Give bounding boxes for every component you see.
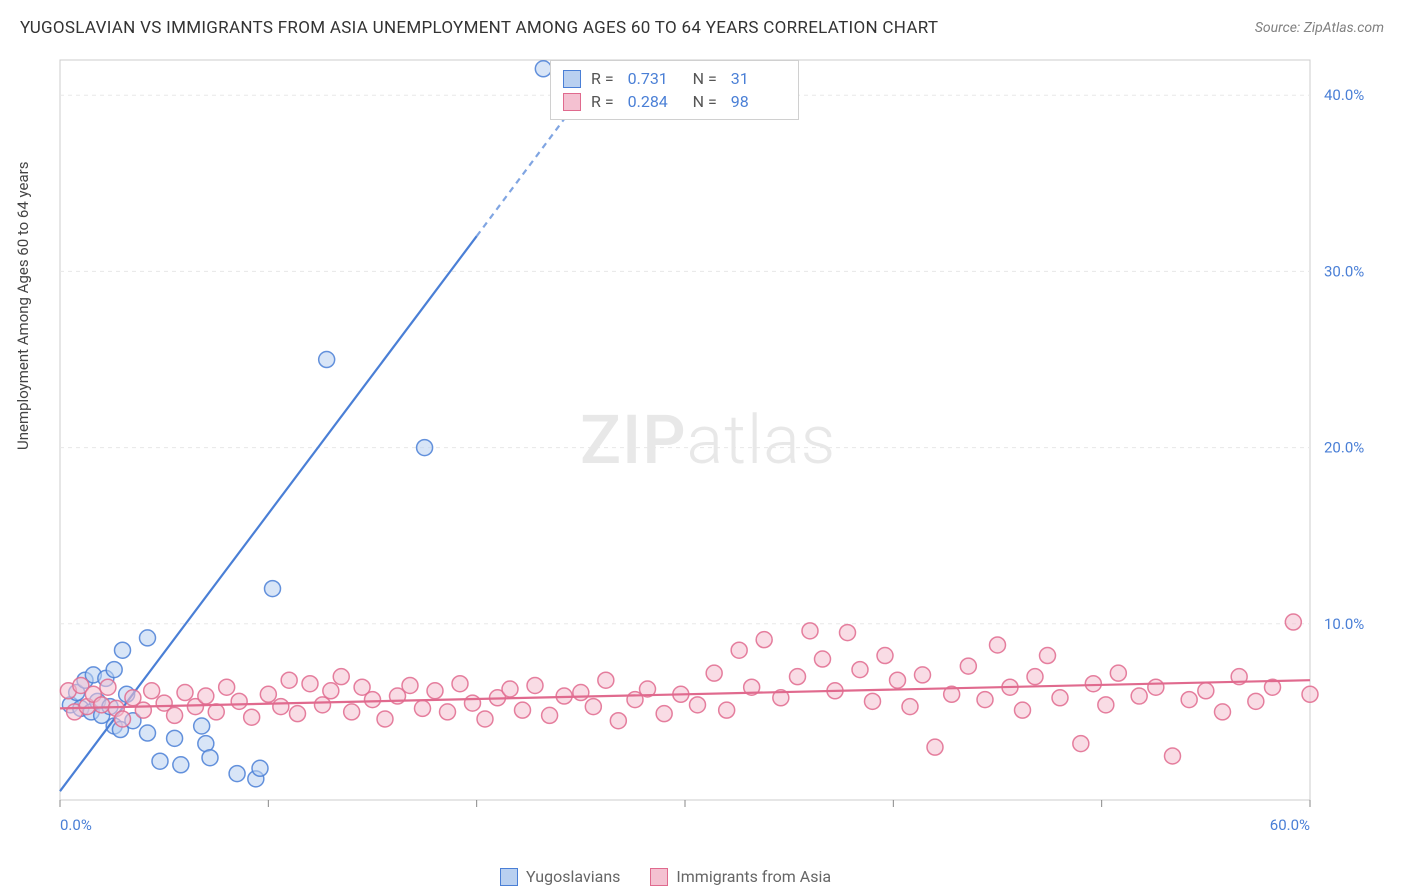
legend-item: Immigrants from Asia <box>650 867 831 886</box>
legend-swatch <box>650 868 668 886</box>
legend-label: Immigrants from Asia <box>676 867 831 886</box>
correlation-legend: R =0.731N =31R =0.284N =98 <box>550 60 799 120</box>
svg-text:40.0%: 40.0% <box>1324 86 1364 104</box>
legend-row: R =0.731N =31 <box>563 67 786 90</box>
legend-row: R =0.284N =98 <box>563 90 786 113</box>
svg-text:60.0%: 60.0% <box>1270 816 1310 834</box>
y-axis-label: Unemployment Among Ages 60 to 64 years <box>14 162 32 450</box>
legend-label: Yugoslavians <box>526 867 620 886</box>
legend-item: Yugoslavians <box>500 867 620 886</box>
series-legend: Yugoslavians Immigrants from Asia <box>500 867 831 886</box>
source-label: Source: ZipAtlas.com <box>1255 20 1384 36</box>
svg-text:10.0%: 10.0% <box>1324 615 1364 633</box>
legend-swatch <box>563 70 581 88</box>
legend-swatch <box>563 93 581 111</box>
chart-title: YUGOSLAVIAN VS IMMIGRANTS FROM ASIA UNEM… <box>20 18 938 38</box>
svg-text:0.0%: 0.0% <box>60 816 92 834</box>
scatter-chart: 10.0% 20.0% 30.0% 40.0% 0.0% 60.0% <box>50 50 1390 850</box>
svg-text:30.0%: 30.0% <box>1324 262 1364 280</box>
legend-swatch <box>500 868 518 886</box>
svg-text:20.0%: 20.0% <box>1324 439 1364 457</box>
